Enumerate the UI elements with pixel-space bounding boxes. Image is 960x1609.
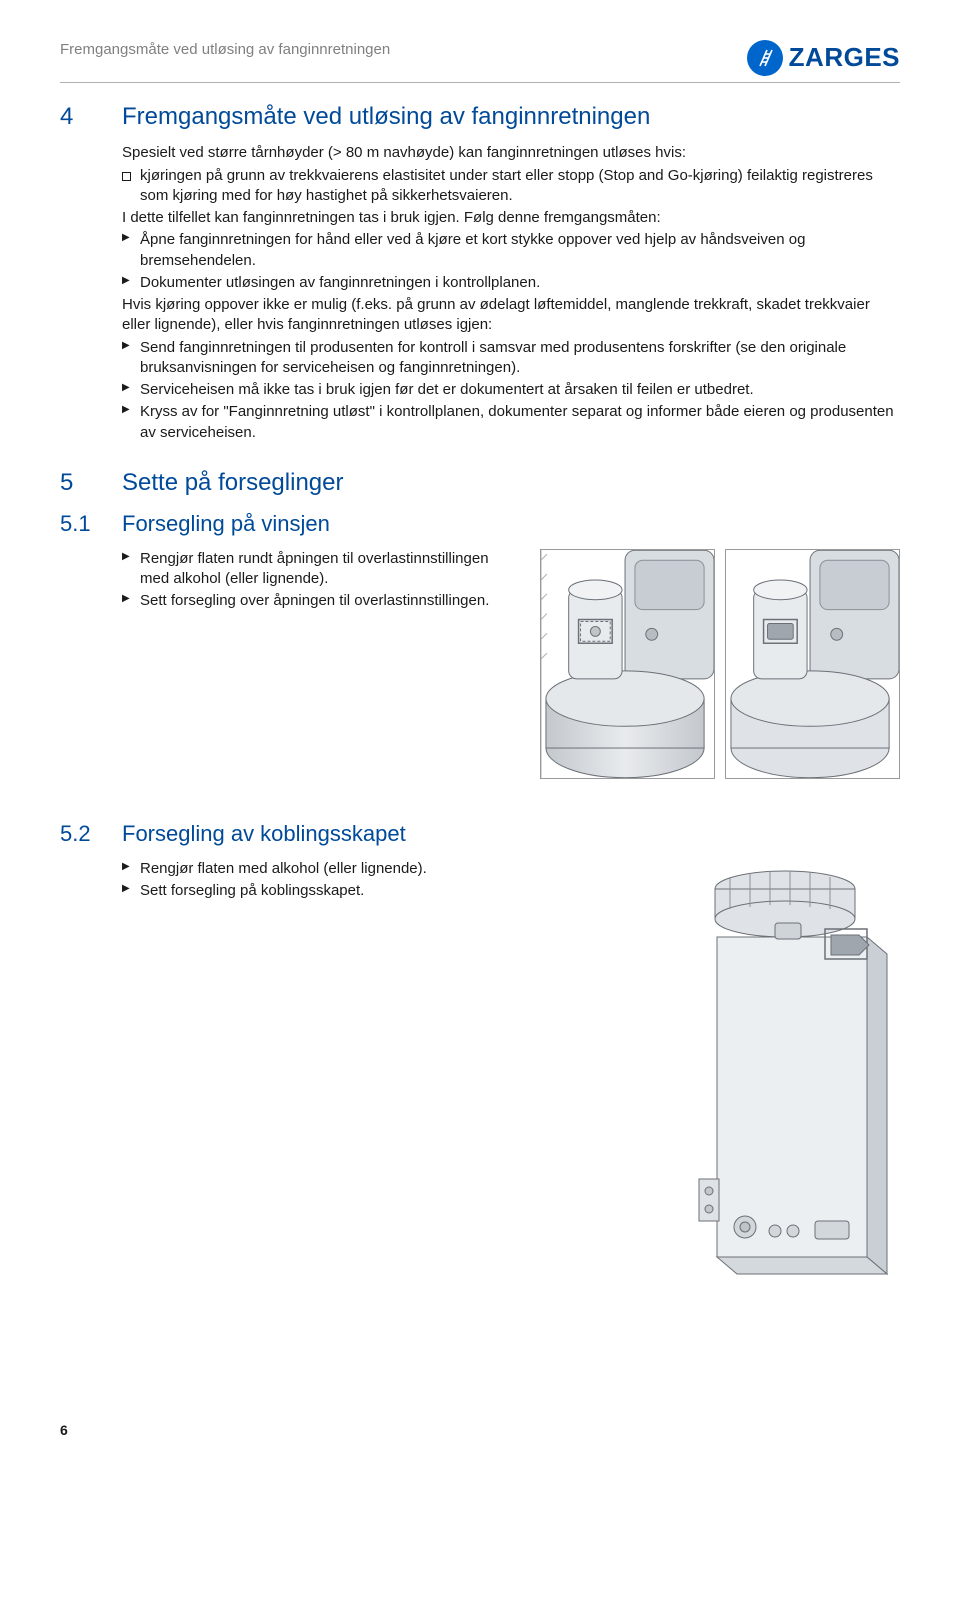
section-title: Fremgangsmåte ved utløsing av fanginnret… [122, 101, 650, 133]
action-list: Send fanginnretningen til produsenten fo… [122, 338, 900, 443]
running-head: Fremgangsmåte ved utløsing av fanginnret… [60, 40, 390, 60]
subsection-number: 5.2 [60, 819, 94, 849]
section-4-body: Spesielt ved større tårnhøyder (> 80 m n… [60, 143, 900, 443]
page-header: Fremgangsmåte ved utløsing av fanginnret… [60, 40, 900, 76]
list-item: Send fanginnretningen til produsenten fo… [122, 338, 900, 379]
section-5-1-body: Rengjør flaten rundt åpningen til overla… [60, 549, 900, 779]
figure-5-2 [655, 859, 900, 1289]
subsection-title: Forsegling av koblingsskapet [122, 819, 406, 849]
section-number: 5 [60, 467, 94, 499]
section-title: Sette på forseglinger [122, 467, 343, 499]
section-5-2-body: Rengjør flaten med alkohol (eller lignen… [60, 859, 900, 1289]
section-5-2-heading: 5.2 Forsegling av koblingsskapet [60, 819, 900, 849]
list-item: Rengjør flaten med alkohol (eller lignen… [122, 859, 631, 879]
cabinet-figure [655, 859, 900, 1289]
section-5-heading: 5 Sette på forseglinger [60, 467, 900, 499]
list-item: Rengjør flaten rundt åpningen til overla… [122, 549, 516, 590]
action-list: Åpne fanginnretningen for hånd eller ved… [122, 230, 900, 293]
section-5-1-heading: 5.1 Forsegling på vinsjen [60, 509, 900, 539]
list-item: Sett forsegling på koblingsskapet. [122, 881, 631, 901]
list-item: Dokumenter utløsingen av fanginnretninge… [122, 273, 900, 293]
subsection-title: Forsegling på vinsjen [122, 509, 330, 539]
winch-figure-2 [725, 549, 900, 779]
winch-figure-1 [540, 549, 715, 779]
list-item: Serviceheisen må ikke tas i bruk igjen f… [122, 380, 900, 400]
brand-logo: ZARGES [747, 40, 900, 76]
paragraph: Hvis kjøring oppover ikke er mulig (f.ek… [122, 295, 900, 336]
list-item: Åpne fanginnretningen for hånd eller ved… [122, 230, 900, 271]
action-list: Rengjør flaten rundt åpningen til overla… [122, 549, 516, 612]
lead-text: Spesielt ved større tårnhøyder (> 80 m n… [122, 143, 900, 163]
section-number: 4 [60, 101, 94, 133]
section-4-heading: 4 Fremgangsmåte ved utløsing av fanginnr… [60, 101, 900, 133]
condition-list: kjøringen på grunn av trekkvaierens elas… [122, 166, 900, 207]
paragraph: I dette tilfellet kan fanginnretningen t… [122, 208, 900, 228]
header-rule [60, 82, 900, 83]
list-item: Sett forsegling over åpningen til overla… [122, 591, 516, 611]
list-item: Kryss av for "Fanginnretning utløst" i k… [122, 402, 900, 443]
page-number: 6 [60, 1421, 68, 1440]
subsection-number: 5.1 [60, 509, 94, 539]
action-list: Rengjør flaten med alkohol (eller lignen… [122, 859, 631, 902]
figure-pair-5-1 [540, 549, 900, 779]
list-item: kjøringen på grunn av trekkvaierens elas… [122, 166, 900, 207]
brand-text: ZARGES [789, 40, 900, 75]
ladder-icon [747, 40, 783, 76]
